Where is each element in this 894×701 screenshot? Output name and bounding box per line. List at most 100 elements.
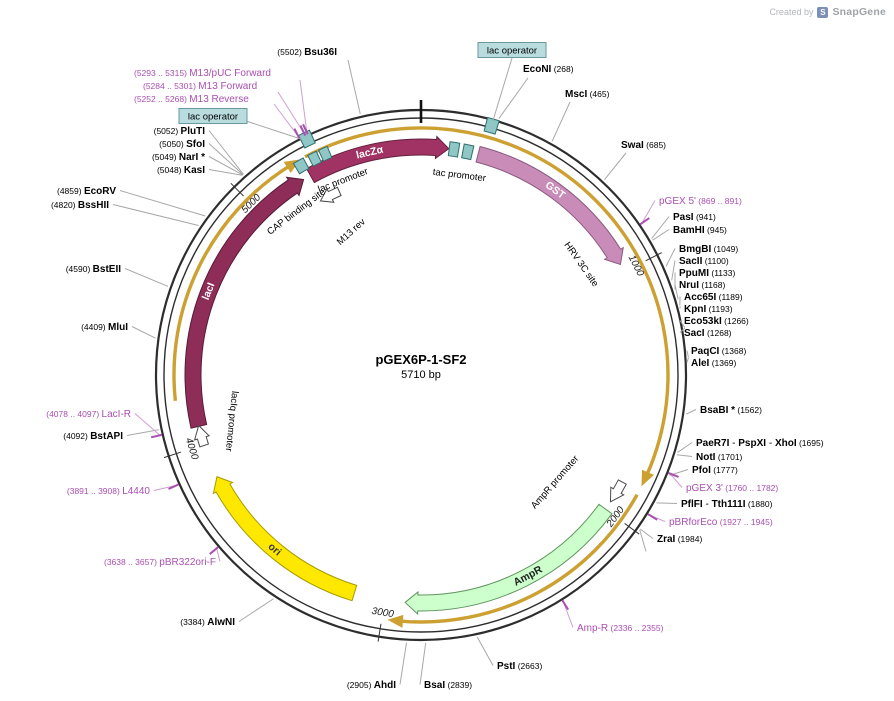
lac-operator-box-left[interactable] [297, 129, 316, 149]
callout-line [419, 642, 427, 685]
site-label[interactable]: SwaI (685) [621, 140, 666, 151]
laciq-promoter-arrow[interactable] [193, 424, 210, 448]
callout-line [686, 350, 689, 358]
primer-label[interactable]: pGEX 5' (869 .. 891) [659, 196, 742, 207]
lac-promoter-box-b[interactable] [317, 145, 333, 162]
tac-promoter-box-b[interactable] [461, 143, 475, 161]
ampr-promoter-arrow[interactable] [609, 479, 627, 503]
callout-line [208, 169, 243, 176]
site-label[interactable]: (5050) SfoI [159, 139, 205, 150]
callout-line [492, 57, 513, 122]
primer-label[interactable]: (5293 .. 5315) M13/pUC Forward [134, 68, 271, 79]
site-label[interactable]: (5502) Bsu36I [277, 47, 337, 58]
site-label[interactable]: PasI (941) [673, 212, 716, 223]
callout-line [476, 636, 494, 666]
gold-arc [172, 164, 292, 401]
site-label[interactable]: (5052) PluTI [154, 126, 206, 137]
site-label[interactable]: NruI (1168) [679, 280, 725, 291]
ampr-promoter-label[interactable]: AmpR promoter [529, 453, 581, 511]
primer-tick [293, 128, 301, 139]
callout-line [273, 103, 299, 137]
callout-line [208, 156, 243, 176]
site-label[interactable]: PaqCI (1368) [691, 346, 746, 357]
lac-operator-label-box[interactable] [178, 108, 248, 124]
site-label[interactable]: BsaI (2839) [424, 680, 472, 691]
site-label[interactable]: SacII (1100) [679, 256, 729, 267]
callout-line [112, 204, 199, 227]
callout-line [639, 529, 647, 552]
callout-line [651, 216, 670, 239]
site-label[interactable]: (4092) BstAPI [63, 431, 123, 442]
primer-label[interactable]: (3638 .. 3657) pBR322ori-F [104, 557, 216, 568]
hrv-3c-site-label[interactable]: HRV 3C site [562, 240, 601, 289]
callout-line [676, 454, 693, 457]
site-label[interactable]: (4859) EcoRV [57, 186, 116, 197]
primer-tick [647, 513, 658, 521]
site-label[interactable]: EcoNI (268) [523, 64, 574, 75]
lac-operator-box-right[interactable] [483, 116, 500, 135]
primer-label[interactable]: (3891 .. 3908) L4440 [67, 486, 151, 497]
site-label[interactable]: BsaBI * (1562) [700, 405, 762, 416]
site-label[interactable]: Acc65I (1189) [684, 292, 743, 303]
primer-tick [209, 546, 219, 555]
primer-label[interactable]: pBRforEco (1927 .. 1945) [669, 517, 773, 528]
tac-promoter-box-a[interactable] [447, 141, 461, 158]
site-label[interactable]: KpnI (1193) [684, 304, 733, 315]
site-label[interactable]: ZraI (1984) [657, 534, 702, 545]
callout-line [639, 528, 654, 539]
site-label[interactable]: (5049) NarI * [152, 152, 205, 163]
feature-ori[interactable] [212, 476, 358, 602]
site-label[interactable]: (4590) BstEII [66, 264, 121, 275]
callout-line [641, 200, 656, 224]
scale-label: 1000 [626, 253, 646, 278]
site-label[interactable]: (4820) BssHII [51, 200, 109, 211]
feature-lacI[interactable] [184, 176, 305, 429]
lac-promoter-box-a[interactable] [307, 150, 322, 167]
callout-line [652, 229, 670, 241]
site-label[interactable]: Eco53kI (1266) [684, 316, 749, 327]
site-label[interactable]: (2905) AhdI [347, 680, 396, 691]
site-label[interactable]: BmgBI (1049) [679, 244, 738, 255]
site-label[interactable]: MscI (465) [565, 89, 610, 100]
callout-line [216, 548, 221, 562]
primer-label[interactable]: pGEX 3' (1760 .. 1782) [686, 483, 778, 494]
primer-label[interactable]: (5252 .. 5268) M13 Reverse [134, 94, 249, 105]
site-label[interactable]: PpuMI (1133) [679, 268, 735, 279]
site-label[interactable]: (3384) AlwNI [180, 617, 235, 628]
primer-label[interactable]: Amp-R (2336 .. 2355) [577, 623, 664, 634]
primer-label[interactable]: (5284 .. 5301) M13 Forward [143, 81, 257, 92]
gold-arc [399, 493, 639, 624]
m13-rev-label[interactable]: M13 rev [335, 216, 368, 247]
site-label[interactable]: (4409) MluI [81, 322, 128, 333]
feature-lacZα[interactable] [305, 135, 450, 184]
site-label[interactable]: AleI (1369) [691, 358, 736, 369]
m13-rev-arrow[interactable] [319, 186, 342, 203]
site-label[interactable]: SacI (1268) [684, 328, 732, 339]
site-label[interactable]: NotI (1701) [696, 452, 743, 463]
tac-promoter-label[interactable]: tac promoter [432, 167, 486, 184]
site-label[interactable]: PaeR7I - PspXI - XhoI (1695) [696, 438, 824, 449]
callout-line [119, 190, 206, 217]
primer-tick [639, 217, 650, 226]
feature-AmpR[interactable] [404, 503, 613, 616]
gold-arc [304, 126, 670, 477]
site-label[interactable]: PfoI (1777) [692, 465, 738, 476]
lac-operator-label-box[interactable] [477, 42, 547, 58]
scale-label: 3000 [371, 606, 395, 620]
primer-tick [299, 125, 307, 136]
laciq-promoter-label[interactable]: lacIq promoter [223, 390, 240, 452]
site-label[interactable]: PflFI - Tth111I (1880) [681, 499, 773, 510]
site-label[interactable]: PstI (2663) [497, 661, 542, 672]
callout-line [679, 320, 686, 328]
callout-line [674, 284, 679, 300]
site-label[interactable]: BamHI (945) [673, 225, 727, 236]
scale-tick [645, 252, 662, 262]
primer-label[interactable]: (4078 .. 4097) LacI-R [46, 409, 131, 420]
lac-operator-label: lac operator [487, 46, 537, 57]
feature-GST[interactable] [475, 145, 624, 266]
feature-label: lacI [200, 281, 218, 302]
primer-tick [667, 471, 679, 478]
plasmid-title: pGEX6P-1-SF2 5710 bp [375, 352, 466, 381]
cap-binding-site-box[interactable] [292, 157, 310, 175]
site-label[interactable]: (5048) KasI [157, 165, 205, 176]
